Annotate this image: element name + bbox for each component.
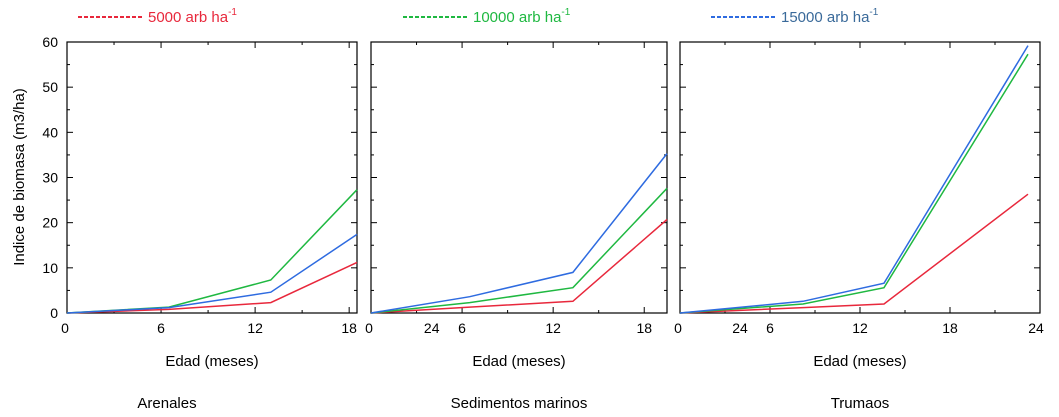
legend: 5000 arb ha-1 10000 arb ha-1 15000 arb ha-… (78, 7, 879, 26)
series-line (66, 261, 358, 314)
panel-title: Trumaos (831, 395, 890, 412)
legend-label: 5000 arb ha-1 (148, 7, 237, 26)
panel-1: 0 10 20 30 40 50 60 0 6 12 18 Edad (meses) Arenales (42, 34, 358, 412)
x-tick-label: 0 (61, 320, 69, 336)
legend-item: 10000 arb ha-1 (403, 7, 571, 26)
series-line (679, 45, 1029, 314)
y-tick-label: 0 (50, 305, 58, 321)
x-tick-label: 12 (247, 320, 263, 336)
y-axis-label: Indice de biomasa (m3/ha) (11, 88, 28, 266)
x-tick-label: 6 (766, 320, 774, 336)
x-tick-label: 24 (424, 320, 440, 336)
panel-title: Arenales (137, 395, 196, 412)
y-tick-label: 10 (42, 260, 58, 276)
legend-item: 5000 arb ha-1 (78, 7, 237, 26)
x-axis-label: Edad (meses) (813, 353, 906, 370)
x-tick-label: 0 (365, 320, 373, 336)
plot-frame (679, 41, 1041, 314)
panel-3: 0 24 6 12 18 24 Edad (meses) Trumaos (674, 41, 1044, 412)
series-line (370, 187, 668, 314)
x-tick-label: 18 (942, 320, 958, 336)
plot-frame (66, 41, 358, 314)
x-tick-label: 6 (157, 320, 165, 336)
x-tick-label: 18 (636, 320, 652, 336)
x-tick-label: 12 (545, 320, 561, 336)
series-line (679, 53, 1029, 314)
x-tick-label: 0 (674, 320, 682, 336)
x-axis-label: Edad (meses) (165, 353, 258, 370)
x-tick-label: 24 (732, 320, 748, 336)
x-tick-label: 24 (1028, 320, 1044, 336)
series-line (66, 233, 358, 314)
panel-2: 0 24 6 12 18 Edad (meses) Sedimentos marinos (365, 41, 668, 412)
x-axis-label: Edad (meses) (472, 353, 565, 370)
y-tick-label: 50 (42, 79, 58, 95)
y-tick-label: 30 (42, 170, 58, 186)
series-line (679, 193, 1029, 314)
plot-frame (370, 41, 668, 314)
legend-item: 15000 arb ha-1 (711, 7, 879, 26)
series-line (370, 218, 668, 314)
x-tick-label: 18 (341, 320, 357, 336)
panel-title: Sedimentos marinos (451, 395, 588, 412)
y-tick-label: 40 (42, 124, 58, 140)
legend-label: 10000 arb ha-1 (473, 7, 571, 26)
x-tick-label: 6 (458, 320, 466, 336)
legend-label: 15000 arb ha-1 (781, 7, 879, 26)
y-tick-label: 20 (42, 215, 58, 231)
series-line (66, 189, 358, 314)
series-line (370, 153, 668, 314)
y-tick-label: 60 (42, 34, 58, 50)
x-tick-label: 12 (852, 320, 868, 336)
